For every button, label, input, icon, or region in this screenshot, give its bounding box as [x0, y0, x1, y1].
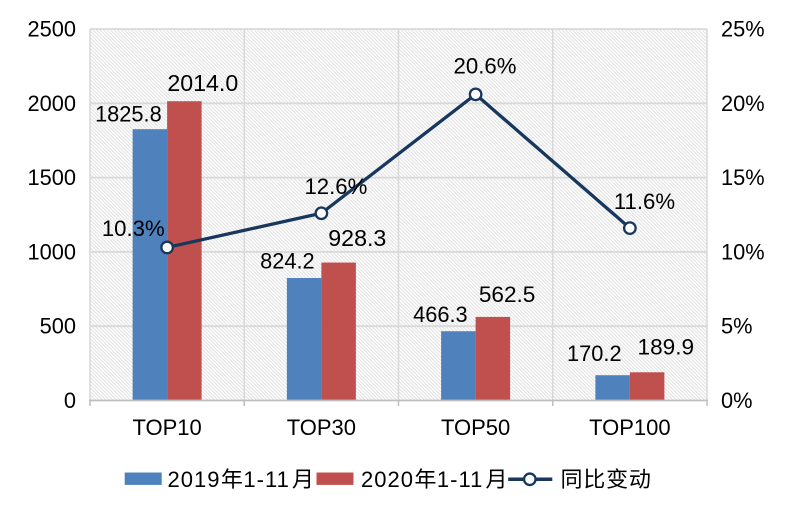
svg-text:20.6%: 20.6%: [454, 54, 517, 79]
svg-text:0: 0: [64, 388, 76, 413]
svg-text:5%: 5%: [721, 314, 753, 339]
svg-text:1-11: 1-11: [243, 467, 289, 492]
svg-text:12.6%: 12.6%: [304, 174, 367, 199]
svg-text:2019: 2019: [168, 467, 221, 492]
svg-text:824.2: 824.2: [260, 248, 315, 273]
svg-text:20%: 20%: [721, 91, 765, 116]
svg-text:928.3: 928.3: [328, 225, 386, 251]
svg-text:25%: 25%: [721, 17, 765, 42]
svg-text:11.6%: 11.6%: [614, 189, 675, 214]
svg-text:2020: 2020: [361, 467, 414, 492]
svg-text:0%: 0%: [721, 388, 753, 413]
svg-text:2014.0: 2014.0: [167, 70, 238, 96]
svg-text:1500: 1500: [28, 165, 77, 190]
svg-text:10.3%: 10.3%: [102, 216, 165, 241]
svg-text:189.9: 189.9: [638, 335, 695, 360]
svg-text:2500: 2500: [28, 17, 77, 42]
svg-text:500: 500: [40, 314, 76, 339]
svg-text:TOP10: TOP10: [132, 415, 201, 440]
svg-text:TOP30: TOP30: [287, 415, 356, 440]
svg-text:15%: 15%: [721, 165, 765, 190]
svg-text:2000: 2000: [28, 91, 77, 116]
svg-text:1000: 1000: [28, 239, 77, 264]
svg-text:TOP50: TOP50: [441, 415, 510, 440]
svg-text:170.2: 170.2: [567, 341, 622, 366]
svg-text:466.3: 466.3: [413, 302, 468, 327]
svg-text:1-11: 1-11: [437, 467, 483, 492]
svg-text:562.5: 562.5: [479, 282, 536, 307]
svg-text:1825.8: 1825.8: [95, 101, 162, 126]
svg-text:TOP100: TOP100: [589, 415, 671, 440]
svg-text:10%: 10%: [721, 239, 765, 264]
